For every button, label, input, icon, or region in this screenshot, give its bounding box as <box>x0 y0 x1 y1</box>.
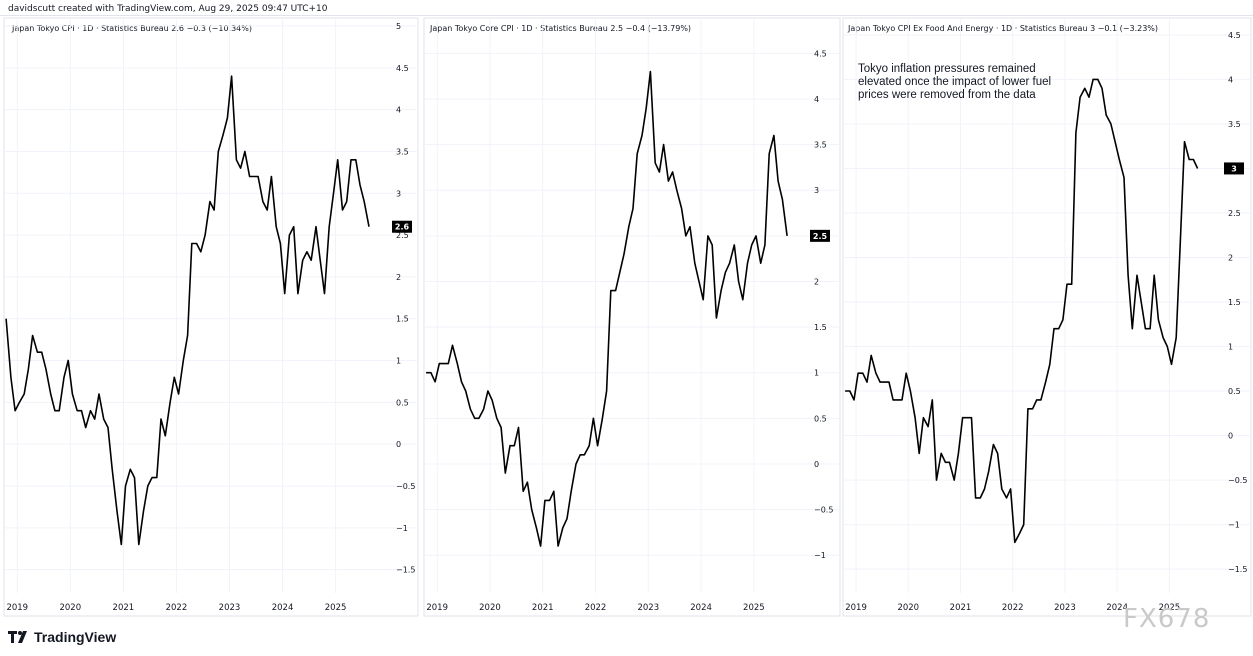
x-tick-label: 2025 <box>1159 603 1181 613</box>
x-tick-label: 2024 <box>690 603 712 613</box>
y-tick-label: −0.5 <box>396 482 415 491</box>
y-tick-label: 1.5 <box>396 315 409 324</box>
y-tick-label: 2.5 <box>1228 209 1241 218</box>
tradingview-logo-icon <box>8 631 27 643</box>
y-tick-label: 3.5 <box>396 147 409 156</box>
y-tick-label: −0.5 <box>1228 476 1247 485</box>
y-tick-label: 0 <box>814 460 819 469</box>
y-tick-label: 0.5 <box>814 414 827 423</box>
y-tick-label: 2.5 <box>396 231 409 240</box>
y-tick-label: 1 <box>396 357 401 366</box>
last-value-label: 2.6 <box>395 223 410 232</box>
x-tick-label: 2023 <box>1054 603 1076 613</box>
y-tick-label: 4.5 <box>396 64 409 73</box>
y-tick-label: −1.5 <box>396 566 415 575</box>
chart-panel-tokyo-cpi-ex-food-energy: Japan Tokyo CPI Ex Food And Energy · 1D … <box>842 17 1252 618</box>
chart-svg: −1.5 −1 −0.5 0 0.5 1 1.5 2 2.5 3 3.5 4 4.5 2019 2020 20… <box>842 17 1252 617</box>
chart-panel-tokyo-core-cpi: Japan Tokyo Core CPI · 1D · Statistics B… <box>423 17 841 618</box>
tradingview-logo-text: TradingView <box>34 629 117 645</box>
panel-border <box>423 17 841 617</box>
chart-title: Japan Tokyo Core CPI · 1D · Statistics B… <box>430 24 692 33</box>
chart-title: Japan Tokyo CPI Ex Food And Energy · 1D … <box>848 24 1159 33</box>
x-tick-label: 2025 <box>743 603 765 613</box>
chart-svg: −1.5 −1 −0.5 0 0.5 1 1.5 2 2.5 3 3.5 4 4.5 5 2019 2020 2… <box>3 17 419 617</box>
x-tick-label: 2020 <box>59 603 81 613</box>
x-tick-label: 2021 <box>532 603 554 613</box>
y-tick-label: 3.5 <box>1228 120 1241 129</box>
series-line <box>845 78 1199 544</box>
y-tick-label: 5 <box>396 22 401 31</box>
tradingview-logo[interactable]: TradingView <box>8 628 116 646</box>
chart-title: Japan Tokyo CPI · 1D · Statistics Bureau… <box>12 24 252 33</box>
header-divider <box>0 15 1253 16</box>
y-tick-label: 0 <box>396 440 401 449</box>
y-tick-label: 3 <box>396 189 401 198</box>
series-line <box>426 70 788 547</box>
y-tick-label: 3 <box>814 186 819 195</box>
y-tick-label: 4.5 <box>814 49 827 58</box>
last-value-badge <box>1224 162 1244 175</box>
watermark: FX678 <box>1123 604 1211 634</box>
y-tick-label: 4 <box>396 106 401 115</box>
chart-panel-tokyo-cpi: Japan Tokyo CPI · 1D · Statistics Bureau… <box>3 17 419 618</box>
y-tick-label: 0 <box>1228 432 1233 441</box>
x-tick-label: 2024 <box>272 603 294 613</box>
y-tick-label: 4 <box>1228 75 1233 84</box>
y-tick-label: 4 <box>814 95 819 104</box>
x-tick-label: 2023 <box>219 603 241 613</box>
y-tick-label: 3.5 <box>814 141 827 150</box>
x-tick-label: 2022 <box>1002 603 1024 613</box>
last-value-label: 3 <box>1231 164 1237 173</box>
x-tick-label: 2022 <box>166 603 188 613</box>
y-tick-label: −1 <box>1228 521 1240 530</box>
x-tick-label: 2024 <box>1106 603 1128 613</box>
y-tick-label: 1 <box>1228 343 1233 352</box>
chart-annotation: Tokyo inflation pressures remained eleva… <box>858 63 1052 101</box>
y-tick-label: 1 <box>814 369 819 378</box>
x-tick-label: 2025 <box>325 603 347 613</box>
x-tick-label: 2019 <box>426 603 448 613</box>
y-tick-label: −1.5 <box>1228 565 1247 574</box>
x-tick-label: 2022 <box>585 603 607 613</box>
y-tick-label: −1 <box>396 524 408 533</box>
y-tick-label: 1.5 <box>1228 298 1241 307</box>
y-tick-label: 1.5 <box>814 323 827 332</box>
y-tick-label: 2 <box>396 273 401 282</box>
series-line <box>5 75 370 546</box>
x-tick-label: 2020 <box>479 603 501 613</box>
chart-svg: −1 −0.5 0 0.5 1 1.5 2 2.5 3 3.5 4 4.5 2019 2020 2021 20… <box>423 17 841 617</box>
x-tick-label: 2021 <box>950 603 972 613</box>
x-tick-label: 2020 <box>897 603 919 613</box>
last-value-badge <box>392 220 412 233</box>
chart-attribution: davidscutt created with TradingView.com,… <box>8 4 328 14</box>
x-tick-label: 2021 <box>113 603 135 613</box>
x-tick-label: 2023 <box>637 603 659 613</box>
y-tick-label: 2 <box>814 277 819 286</box>
y-tick-label: 0.5 <box>1228 387 1241 396</box>
y-tick-label: 2 <box>1228 253 1233 262</box>
x-tick-label: 2019 <box>845 603 867 613</box>
y-tick-label: 0.5 <box>396 398 409 407</box>
x-tick-label: 2019 <box>6 603 28 613</box>
panel-border <box>3 17 419 617</box>
panel-border <box>842 17 1252 617</box>
y-tick-label: 4.5 <box>1228 31 1241 40</box>
y-tick-label: −1 <box>814 551 826 560</box>
last-value-label: 2.5 <box>813 232 828 241</box>
last-value-badge <box>810 229 830 242</box>
y-tick-label: −0.5 <box>814 506 833 515</box>
